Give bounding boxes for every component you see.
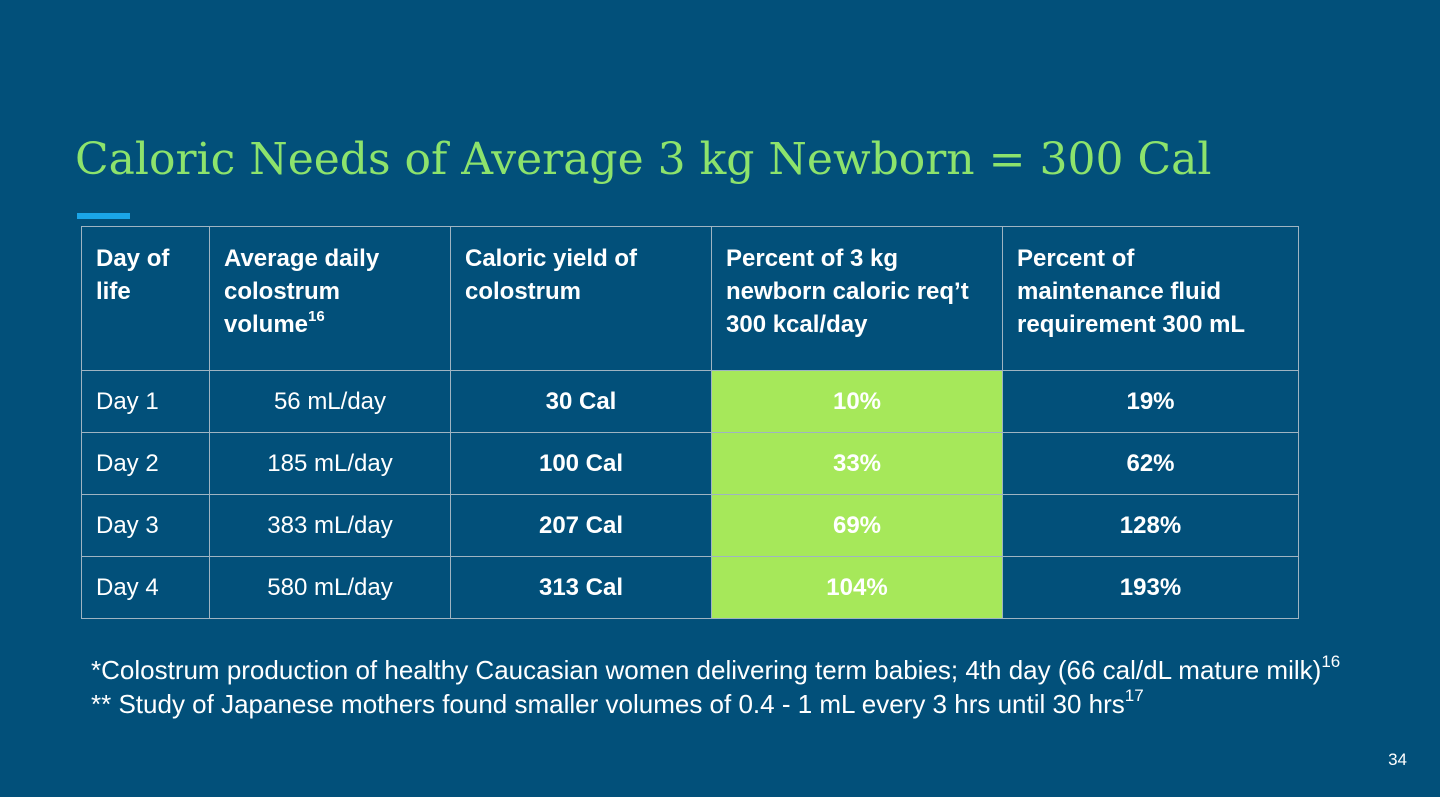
cell-percent-caloric: 33% xyxy=(711,432,1003,495)
citation-superscript: 17 xyxy=(1124,686,1144,706)
cell-volume: 580 mL/day xyxy=(209,556,451,619)
footnotes: *Colostrum production of healthy Caucasi… xyxy=(91,653,1340,721)
cell-calories: 30 Cal xyxy=(450,370,712,433)
colostrum-table: Day of life Average daily colostrum volu… xyxy=(81,226,1299,619)
cell-day: Day 4 xyxy=(81,556,210,619)
cell-day: Day 1 xyxy=(81,370,210,433)
title-accent-bar xyxy=(77,213,130,219)
table-header-row: Day of life Average daily colostrum volu… xyxy=(81,226,1299,371)
cell-day: Day 3 xyxy=(81,494,210,557)
header-percent-fluid: Percent of maintenance fluid requirement… xyxy=(1002,226,1299,371)
header-day-of-life: Day of life xyxy=(81,226,210,371)
header-percent-caloric: Percent of 3 kg newborn caloric req’t 30… xyxy=(711,226,1003,371)
cell-calories: 100 Cal xyxy=(450,432,712,495)
header-caloric-yield: Caloric yield of colostrum xyxy=(450,226,712,371)
cell-volume: 185 mL/day xyxy=(209,432,451,495)
cell-volume: 383 mL/day xyxy=(209,494,451,557)
slide-title: Caloric Needs of Average 3 kg Newborn = … xyxy=(75,134,1212,185)
cell-percent-fluid: 19% xyxy=(1002,370,1299,433)
table-row: Day 1 56 mL/day 30 Cal 10% 19% xyxy=(81,370,1299,433)
table-row: Day 2 185 mL/day 100 Cal 33% 62% xyxy=(81,432,1299,495)
page-number: 34 xyxy=(1388,750,1407,769)
cell-percent-fluid: 128% xyxy=(1002,494,1299,557)
cell-percent-caloric: 69% xyxy=(711,494,1003,557)
cell-percent-fluid: 193% xyxy=(1002,556,1299,619)
table-row: Day 3 383 mL/day 207 Cal 69% 128% xyxy=(81,494,1299,557)
citation-superscript: 16 xyxy=(1321,652,1341,672)
cell-percent-caloric: 10% xyxy=(711,370,1003,433)
cell-percent-caloric: 104% xyxy=(711,556,1003,619)
citation-superscript: 16 xyxy=(308,308,325,325)
cell-calories: 207 Cal xyxy=(450,494,712,557)
cell-day: Day 2 xyxy=(81,432,210,495)
cell-volume: 56 mL/day xyxy=(209,370,451,433)
table-row: Day 4 580 mL/day 313 Cal 104% 193% xyxy=(81,556,1299,619)
cell-percent-fluid: 62% xyxy=(1002,432,1299,495)
cell-calories: 313 Cal xyxy=(450,556,712,619)
footnote-colostrum-production: *Colostrum production of healthy Caucasi… xyxy=(91,652,1341,685)
header-colostrum-volume: Average daily colostrum volume16 xyxy=(209,226,451,371)
footnote-japanese-study: ** Study of Japanese mothers found small… xyxy=(91,686,1144,719)
